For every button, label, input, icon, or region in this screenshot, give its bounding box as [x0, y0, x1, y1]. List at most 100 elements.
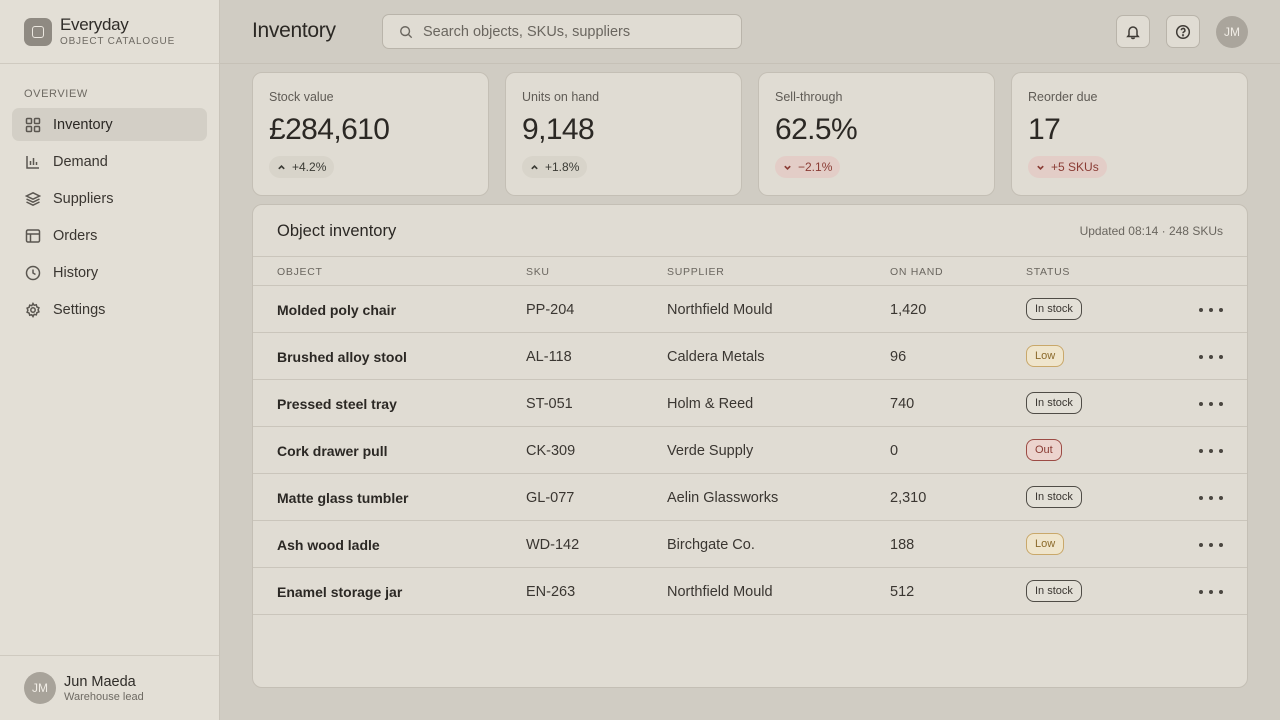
help-icon: [1175, 24, 1191, 40]
column-header-on-hand[interactable]: ON HAND: [890, 266, 944, 278]
kpi-value: 17: [1028, 113, 1061, 146]
table-row[interactable]: Matte glass tumbler GL-077 Aelin Glasswork…: [253, 474, 1247, 521]
on-hand-count: 2,310: [890, 490, 927, 506]
dot: [1209, 449, 1213, 453]
more-actions-button[interactable]: [1199, 446, 1223, 456]
kpi-cards: Stock value £284,610 +4.2% Units on hand…: [252, 72, 1248, 196]
dot: [1209, 543, 1213, 547]
more-actions-button[interactable]: [1199, 352, 1223, 362]
chevron-up-icon: [278, 164, 285, 169]
status-badge: In stock: [1026, 298, 1082, 320]
kpi-delta: +1.8%: [522, 156, 588, 178]
avatar: JM: [24, 672, 56, 704]
object-name: Pressed steel tray: [277, 396, 397, 412]
kpi-value: £284,610: [269, 113, 390, 146]
clock-icon: [24, 264, 41, 281]
notifications-button[interactable]: [1116, 15, 1150, 48]
object-name: Matte glass tumbler: [277, 490, 409, 506]
sidebar-item-demand[interactable]: Demand: [12, 145, 207, 178]
sku: ST-051: [526, 396, 573, 412]
dot: [1209, 590, 1213, 594]
table-row[interactable]: Ash wood ladle WD-142 Birchgate Co. 188 Low: [253, 521, 1247, 568]
supplier: Caldera Metals: [667, 349, 765, 365]
chevron-down-icon: [1037, 165, 1044, 170]
status-badge: Out: [1026, 439, 1062, 461]
search-input[interactable]: [423, 23, 723, 40]
sidebar-item-settings[interactable]: Settings: [12, 293, 207, 326]
status-badge: In stock: [1026, 486, 1082, 508]
brand[interactable]: Everyday OBJECT CATALOGUE: [0, 0, 219, 64]
on-hand-count: 512: [890, 584, 915, 600]
kpi-delta-value: +5 SKUs: [1051, 160, 1099, 174]
on-hand-count: 188: [890, 537, 915, 553]
column-header-status[interactable]: STATUS: [1026, 266, 1071, 278]
gear-icon: [24, 301, 41, 318]
more-actions-button[interactable]: [1199, 399, 1223, 409]
status-badge: In stock: [1026, 580, 1082, 602]
kpi-value: 9,148: [522, 113, 595, 146]
dot: [1219, 543, 1223, 547]
object-name: Molded poly chair: [277, 302, 397, 318]
status-badge: Low: [1026, 533, 1065, 555]
bar-chart-icon: [24, 153, 41, 170]
kpi-card-units-on-hand: Units on hand 9,148 +1.8%: [505, 72, 742, 196]
panel-title: Object inventory: [277, 222, 397, 240]
table-row[interactable]: Brushed alloy stool AL-118 Caldera Metals 9…: [253, 333, 1247, 380]
inventory-table-panel: Object inventory Updated 08:14 · 248 SKU…: [252, 204, 1248, 688]
supplier: Northfield Mould: [667, 584, 773, 600]
account-avatar[interactable]: JM: [1216, 16, 1248, 48]
kpi-label: Reorder due: [1028, 90, 1098, 104]
table-row[interactable]: Pressed steel tray ST-051 Holm & Reed 740 In…: [253, 380, 1247, 427]
sidebar-item-inventory[interactable]: Inventory: [12, 108, 207, 141]
object-name: Brushed alloy stool: [277, 349, 407, 365]
column-header-supplier[interactable]: SUPPLIER: [667, 266, 725, 278]
column-header-sku[interactable]: SKU: [526, 266, 550, 278]
kpi-delta-value: +4.2%: [292, 160, 327, 174]
sidebar: Everyday OBJECT CATALOGUE OVERVIEW Inven…: [0, 0, 220, 720]
table-row[interactable]: Cork drawer pull CK-309 Verde Supply 0 Out: [253, 427, 1247, 474]
help-button[interactable]: [1166, 15, 1200, 48]
on-hand-count: 1,420: [890, 302, 927, 318]
dot: [1199, 402, 1203, 406]
search-box[interactable]: [382, 14, 742, 49]
kpi-delta: +5 SKUs: [1028, 156, 1107, 178]
table-body: Molded poly chair PP-204 Northfield Mould 1…: [253, 286, 1247, 615]
layers-icon: [24, 190, 41, 207]
user-role: Warehouse lead: [64, 690, 144, 703]
table-row[interactable]: Enamel storage jar EN-263 Northfield Mould…: [253, 568, 1247, 615]
brand-subtitle: OBJECT CATALOGUE: [60, 36, 176, 47]
sidebar-item-orders[interactable]: Orders: [12, 219, 207, 252]
nav-section-label: OVERVIEW: [24, 88, 88, 100]
dot: [1219, 308, 1223, 312]
dot: [1199, 543, 1203, 547]
more-actions-button[interactable]: [1199, 305, 1223, 315]
object-name: Cork drawer pull: [277, 443, 388, 459]
kpi-delta: −2.1%: [775, 156, 841, 178]
dot: [1199, 308, 1203, 312]
supplier: Northfield Mould: [667, 302, 773, 318]
dot: [1219, 590, 1223, 594]
kpi-delta-value: −2.1%: [798, 160, 833, 174]
kpi-label: Stock value: [269, 90, 334, 104]
more-actions-button[interactable]: [1199, 493, 1223, 503]
status-badge: In stock: [1026, 392, 1082, 414]
kpi-card-stock-value: Stock value £284,610 +4.2%: [252, 72, 489, 196]
supplier: Aelin Glassworks: [667, 490, 779, 506]
column-header-object[interactable]: OBJECT: [277, 266, 323, 278]
sidebar-item-label: History: [53, 264, 99, 281]
kpi-card-sell-through: Sell-through 62.5% −2.1%: [758, 72, 995, 196]
bell-icon: [1125, 24, 1141, 40]
dot: [1199, 449, 1203, 453]
kpi-delta-value: +1.8%: [545, 160, 580, 174]
chevron-up-icon: [531, 164, 538, 169]
more-actions-button[interactable]: [1199, 587, 1223, 597]
sidebar-item-history[interactable]: History: [12, 256, 207, 289]
sidebar-item-suppliers[interactable]: Suppliers: [12, 182, 207, 215]
dot: [1209, 308, 1213, 312]
table-row[interactable]: Molded poly chair PP-204 Northfield Mould 1…: [253, 286, 1247, 333]
more-actions-button[interactable]: [1199, 540, 1223, 550]
user-name: Jun Maeda: [64, 673, 136, 690]
user-profile[interactable]: JM Jun Maeda Warehouse lead: [0, 655, 219, 720]
dot: [1199, 496, 1203, 500]
dot: [1219, 355, 1223, 359]
